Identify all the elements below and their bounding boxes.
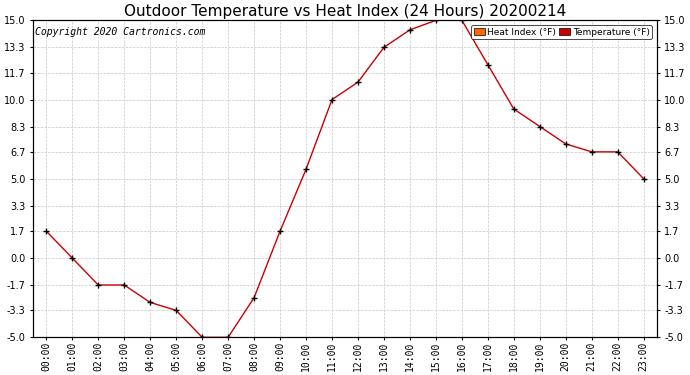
Title: Outdoor Temperature vs Heat Index (24 Hours) 20200214: Outdoor Temperature vs Heat Index (24 Ho… — [124, 4, 566, 19]
Text: Copyright 2020 Cartronics.com: Copyright 2020 Cartronics.com — [34, 27, 205, 37]
Legend: Heat Index (°F), Temperature (°F): Heat Index (°F), Temperature (°F) — [471, 25, 652, 39]
